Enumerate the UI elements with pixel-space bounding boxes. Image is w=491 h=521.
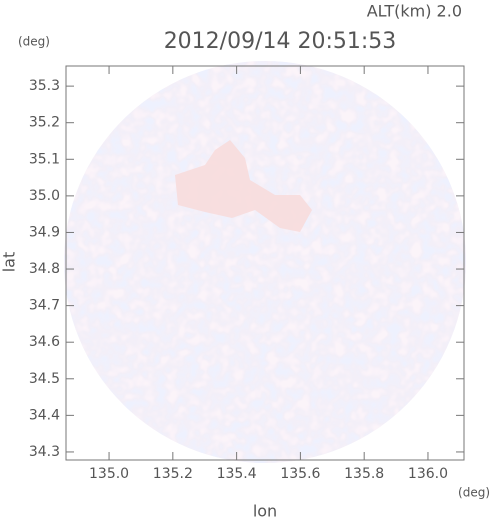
x-tick-label: 135.6 [280,466,320,482]
y-unit: (deg) [18,35,50,49]
chart-subtitle: 2012/09/14 20:51:53 [164,29,397,54]
y-tick-label: 35.0 [29,188,60,204]
y-tick-label: 34.5 [29,371,60,387]
y-tick-label: 34.7 [29,298,60,314]
x-tick-label: 136.0 [408,466,448,482]
y-tick-label: 34.6 [29,334,60,350]
y-tick-label: 34.4 [29,407,60,423]
y-tick-label: 34.9 [29,224,60,240]
x-axis-label: lon [253,502,277,521]
radar-field [64,61,466,463]
y-tick-label: 34.8 [29,261,60,277]
x-unit: (deg) [458,486,490,500]
x-tick-label: 135.8 [344,466,384,482]
y-tick-label: 35.2 [29,115,60,131]
chart-title: ALT(km) 2.0 [367,2,462,21]
y-tick-label: 35.3 [29,78,60,94]
plot-frame [65,65,465,461]
x-tick-label: 135.0 [89,466,129,482]
y-tick-label: 34.3 [29,444,60,460]
x-tick-label: 135.4 [217,466,257,482]
y-axis-label: lat [0,252,19,273]
x-tick-label: 135.2 [153,466,193,482]
y-tick-label: 35.1 [29,151,60,167]
